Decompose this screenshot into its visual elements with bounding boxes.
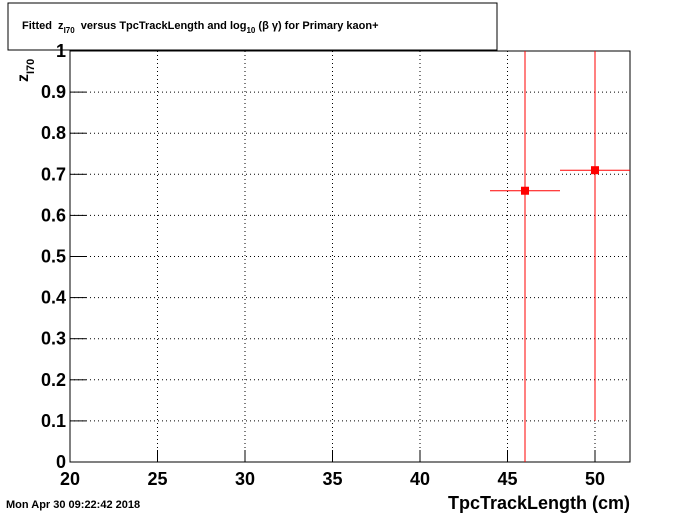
x-tick-label: 25 (147, 469, 167, 489)
timestamp: Mon Apr 30 09:22:42 2018 (6, 499, 140, 511)
y-label-part: z (15, 74, 32, 82)
title-part: versus TpcTrackLength and log (75, 20, 247, 32)
title-subscript: I70 (64, 26, 76, 35)
y-tick-label: 1 (56, 41, 66, 61)
y-tick-label: 0.3 (41, 329, 66, 349)
chart-title: Fitted zI70 versus TpcTrackLength and lo… (22, 20, 379, 35)
y-tick-label: 0.9 (41, 82, 66, 102)
title-part: (β γ) for Primary kaon+ (255, 20, 378, 32)
y-tick-label: 0.6 (41, 205, 66, 225)
y-tick-label: 0 (56, 452, 66, 472)
x-tick-label: 50 (585, 469, 605, 489)
y-tick-label: 0.2 (41, 370, 66, 390)
y-tick-label: 0.1 (41, 411, 66, 431)
title-subscript: 10 (246, 26, 255, 35)
x-tick-label: 30 (235, 469, 255, 489)
point (521, 186, 529, 195)
plot-area (490, 51, 630, 462)
y-tick-label: 0.4 (41, 288, 66, 308)
x-axis-label: TpcTrackLength (cm) (448, 493, 630, 513)
y-tick-label: 0.7 (41, 164, 66, 184)
y-axis-label: zI70 (15, 59, 37, 82)
y-tick-label: 0.5 (41, 247, 66, 267)
point (591, 166, 599, 175)
x-tick-label: 20 (60, 469, 80, 489)
x-tick-label: 45 (497, 469, 517, 489)
title-part: Fitted z (22, 20, 64, 32)
y-tick-label: 0.8 (41, 123, 66, 143)
title-box (7, 2, 498, 51)
x-tick-label: 35 (322, 469, 342, 489)
x-tick-label: 40 (410, 469, 430, 489)
y-label-subscript: I70 (25, 59, 37, 74)
